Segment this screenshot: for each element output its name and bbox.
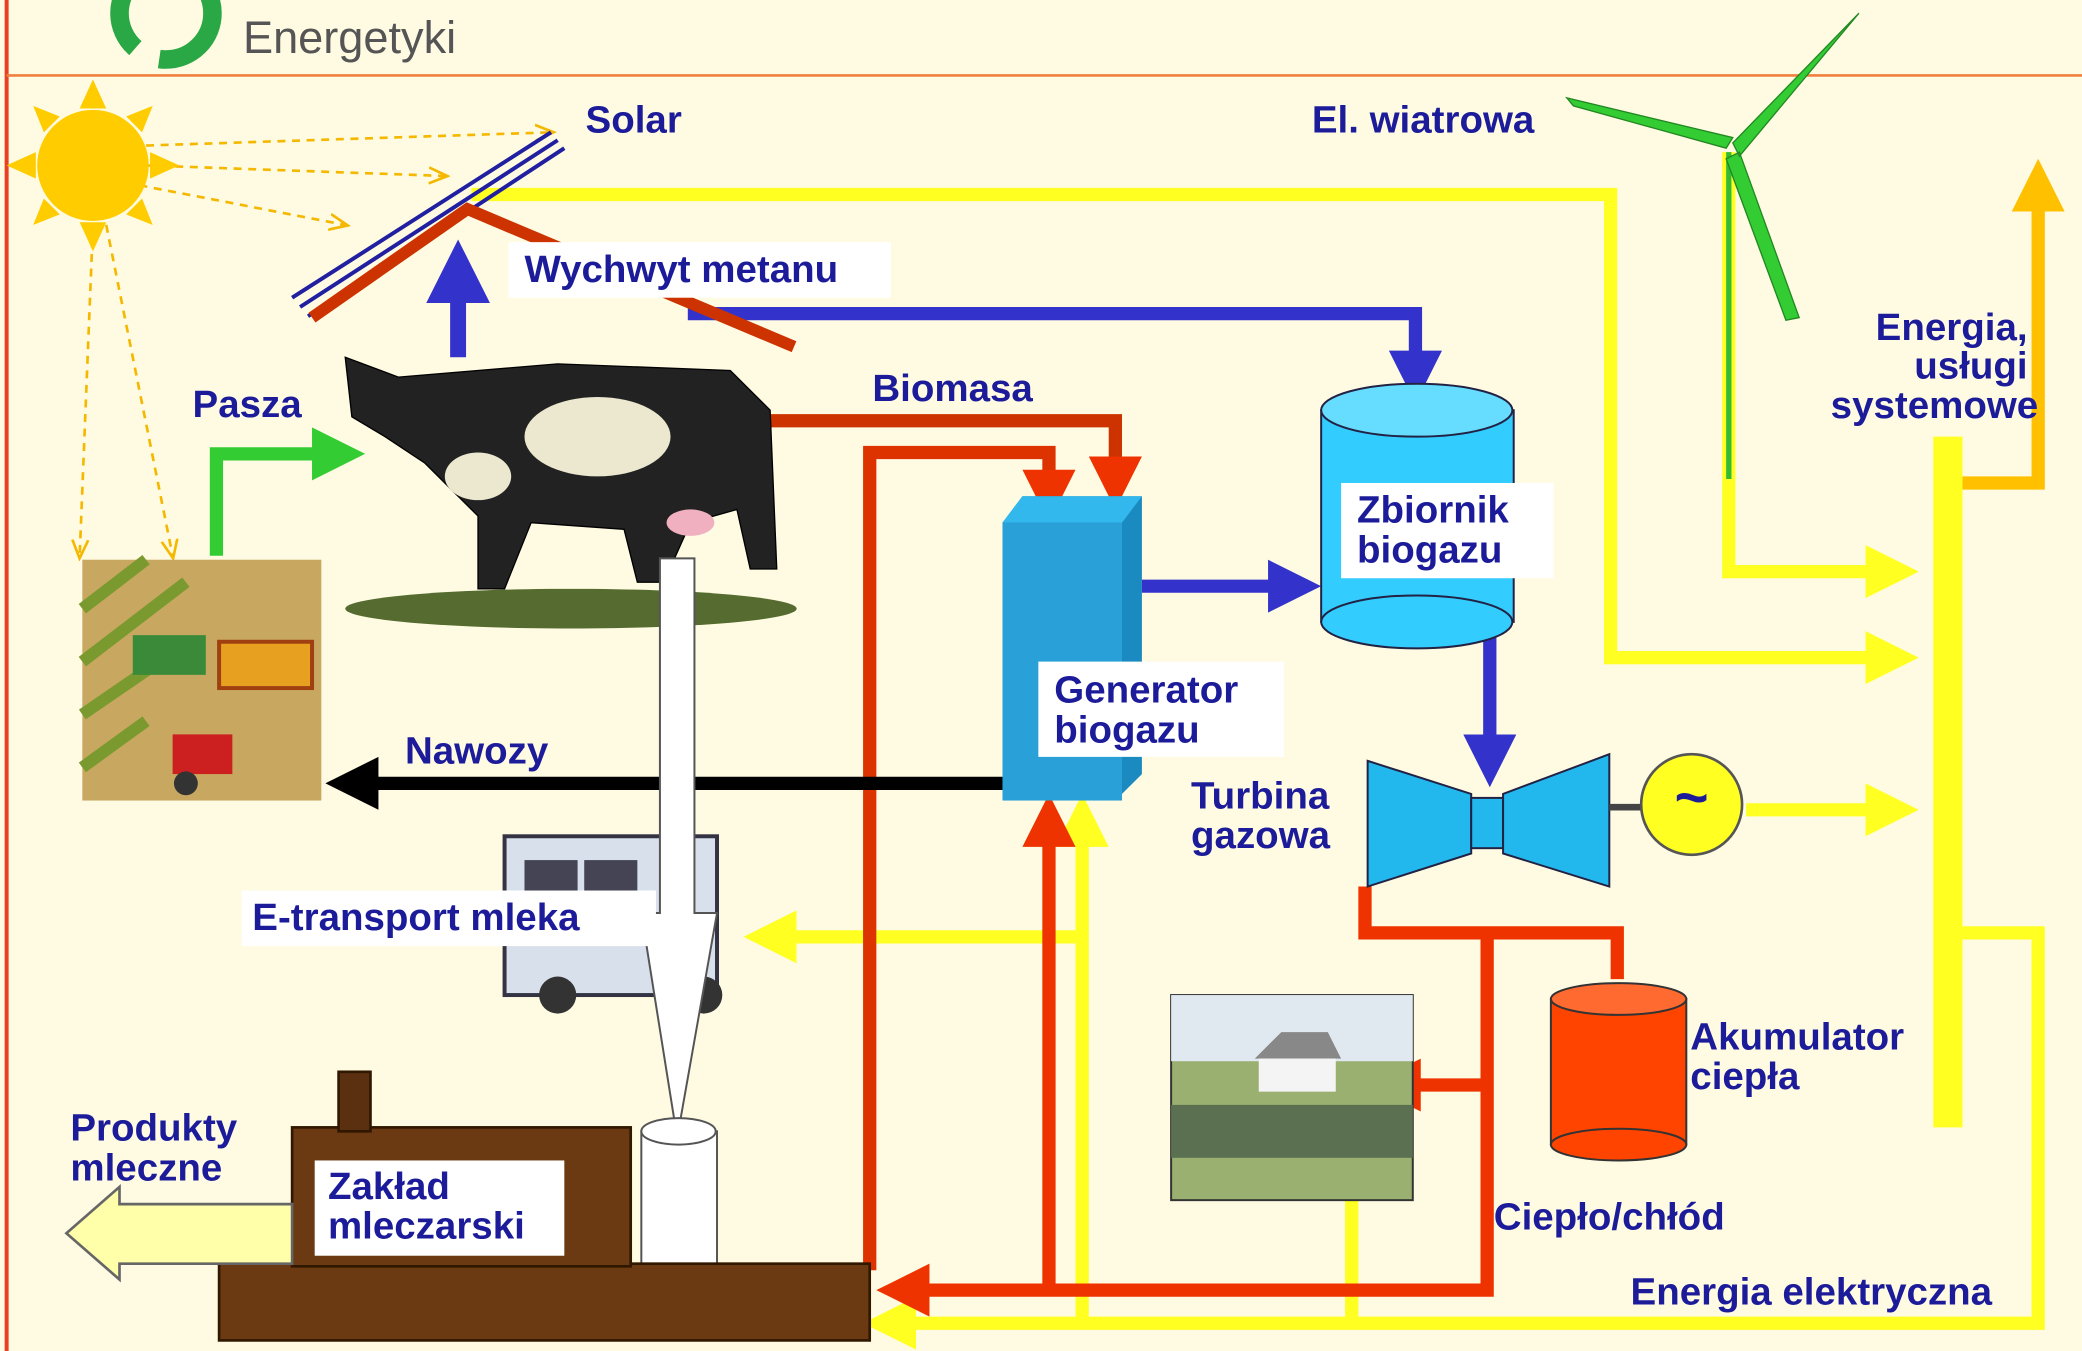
label: Turbina <box>1191 775 1330 818</box>
label: Zbiornik <box>1357 489 1509 532</box>
heat-accumulator <box>1551 983 1686 1160</box>
logo-text: Energetyki <box>243 12 456 63</box>
label: El. wiatrowa <box>1312 98 1535 141</box>
label: Nawozy <box>405 730 549 773</box>
label: Solar <box>586 98 682 141</box>
label: gazowa <box>1191 814 1331 857</box>
label: E-transport mleka <box>252 896 580 939</box>
label: Akumulator <box>1690 1015 1904 1058</box>
house-picture <box>1171 995 1413 1200</box>
label: usługi <box>1914 344 2027 387</box>
diagram: Energetyki ~ Solar El. wiatrowa Wychwyt … <box>0 0 2082 1351</box>
label: mleczne <box>70 1146 222 1189</box>
label: systemowe <box>1831 384 2039 427</box>
label: biogazu <box>1357 528 1502 571</box>
label: Wychwyt metanu <box>524 248 838 291</box>
label: Zakład <box>328 1165 450 1208</box>
label: mleczarski <box>328 1205 525 1248</box>
label: Energia, <box>1876 306 2028 349</box>
label: Pasza <box>193 383 303 426</box>
generator-symbol: ~ <box>1675 766 1709 831</box>
label: Biomasa <box>872 367 1033 410</box>
label: Generator <box>1054 669 1238 712</box>
label: Ciepło/chłód <box>1494 1195 1725 1238</box>
label: Produkty <box>70 1107 237 1150</box>
label: Energia elektryczna <box>1631 1271 1993 1314</box>
label: biogazu <box>1054 708 1199 751</box>
label: ciepła <box>1690 1055 1800 1098</box>
field <box>82 560 321 801</box>
